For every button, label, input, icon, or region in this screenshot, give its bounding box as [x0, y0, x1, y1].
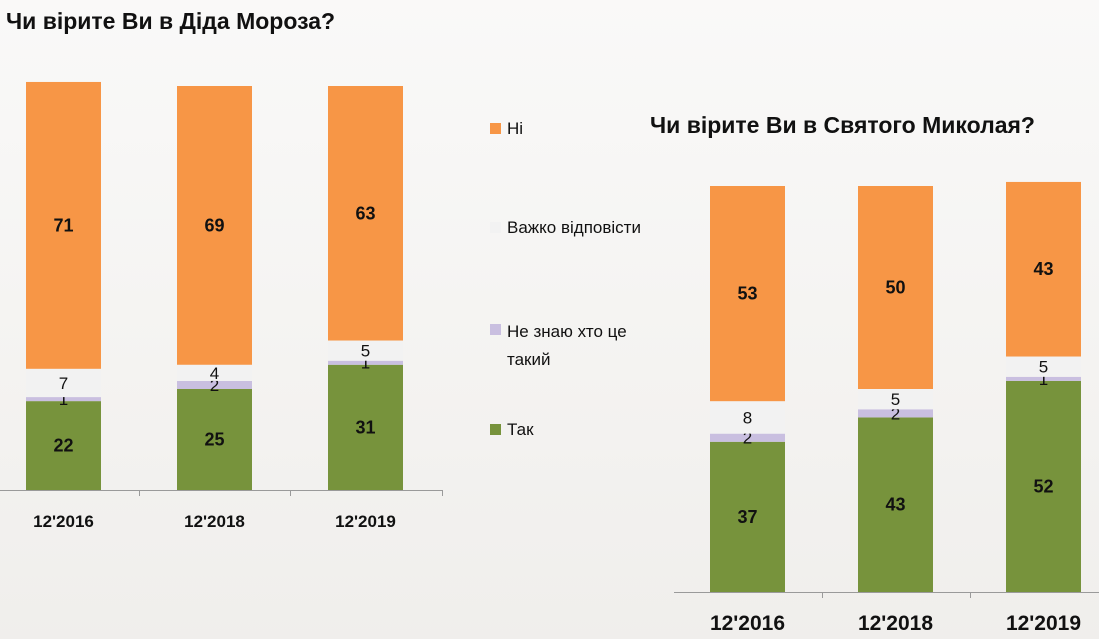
- bar-segment-ni: [710, 186, 785, 402]
- data-label-vazhko: 7: [59, 374, 68, 393]
- bar-segment-tak: [177, 389, 252, 490]
- category-label: 12'2019: [335, 512, 396, 531]
- data-label-tak: 25: [204, 430, 224, 450]
- category-label: 12'2019: [1006, 612, 1081, 635]
- data-label-vazhko: 4: [210, 364, 219, 383]
- bar-segment-ne_znayu: [710, 433, 785, 442]
- chart-title-did-moroz: Чи вірите Ви в Діда Мороза?: [6, 8, 336, 34]
- data-label-tak: 31: [355, 417, 375, 437]
- data-label-vazhko: 5: [1039, 358, 1048, 377]
- legend-swatch-vazhko: [490, 222, 501, 233]
- bar-segment-ni: [858, 186, 933, 389]
- bar-segment-ni: [1006, 181, 1081, 357]
- bar-segment-ni: [328, 86, 403, 341]
- data-label-ne_znayu: 1: [59, 390, 68, 409]
- data-label-ni: 50: [885, 278, 905, 298]
- bar-segment-ni: [26, 81, 101, 369]
- data-label-ne_znayu: 1: [361, 354, 370, 373]
- category-label: 12'2018: [858, 612, 933, 635]
- data-label-vazhko: 8: [743, 408, 752, 427]
- category-label: 12'2016: [33, 512, 94, 531]
- data-label-tak: 43: [885, 495, 905, 515]
- data-label-ne_znayu: 1: [1039, 370, 1048, 389]
- legend-label-vazhko: Важко відповісти: [507, 218, 641, 237]
- bar-segment-tak: [26, 401, 101, 490]
- data-label-ne_znayu: 2: [743, 429, 752, 448]
- bar-segment-vazhko: [710, 401, 785, 434]
- category-label: 12'2018: [184, 512, 245, 531]
- chart-title-sv-mykolai: Чи вірите Ви в Святого Миколая?: [650, 112, 1035, 138]
- bar-segment-tak: [710, 441, 785, 592]
- data-label-ne_znayu: 2: [891, 404, 900, 423]
- bar-segment-ni: [177, 86, 252, 365]
- bar-segment-ne_znayu: [177, 380, 252, 389]
- bar-segment-vazhko: [1006, 356, 1081, 377]
- bar-segment-ne_znayu: [328, 360, 403, 365]
- data-label-vazhko: 5: [891, 390, 900, 409]
- data-label-ni: 71: [53, 215, 73, 235]
- data-label-ni: 53: [737, 284, 757, 304]
- data-label-ni: 63: [355, 203, 375, 223]
- bar-segment-vazhko: [858, 389, 933, 410]
- data-label-tak: 22: [53, 436, 73, 456]
- category-label: 12'2016: [710, 612, 785, 635]
- data-label-ni: 43: [1033, 259, 1053, 279]
- bar-segment-tak: [858, 417, 933, 592]
- bar-segment-ne_znayu: [858, 409, 933, 418]
- bar-segment-vazhko: [177, 364, 252, 381]
- bar-segment-ne_znayu: [26, 397, 101, 402]
- data-label-tak: 37: [737, 507, 757, 527]
- legend-label-ne-znayu: Не знаю хто це такий: [507, 322, 627, 369]
- legend-swatch-ne-znayu: [490, 324, 501, 335]
- data-label-vazhko: 5: [361, 342, 370, 361]
- legend-swatch-tak: [490, 424, 501, 435]
- bar-segment-vazhko: [26, 368, 101, 398]
- legend-swatch-ni: [490, 123, 501, 134]
- bar-segment-tak: [328, 364, 403, 490]
- data-label-ne_znayu: 2: [210, 376, 219, 395]
- data-label-tak: 52: [1033, 476, 1053, 496]
- bar-segment-vazhko: [328, 340, 403, 361]
- data-label-ni: 69: [204, 215, 224, 235]
- legend-label-ni: Ні: [507, 119, 524, 138]
- legend-label-tak: Так: [507, 420, 534, 439]
- bar-segment-ne_znayu: [1006, 376, 1081, 381]
- bar-segment-tak: [1006, 380, 1081, 592]
